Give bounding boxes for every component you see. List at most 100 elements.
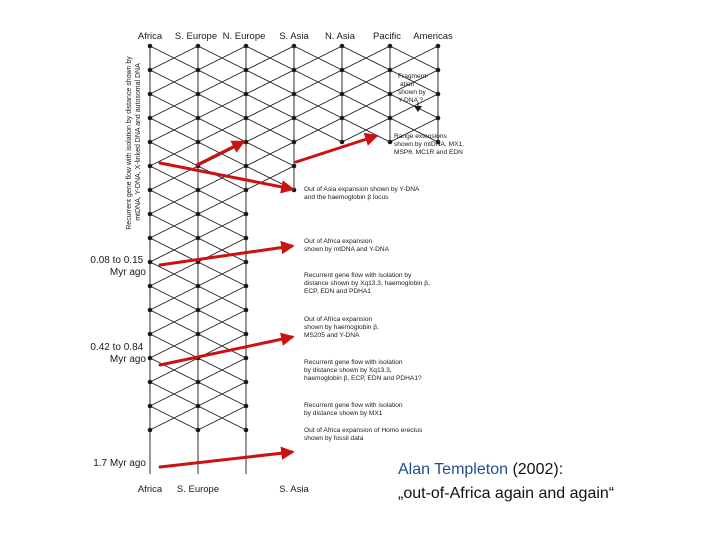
- population-node: [291, 91, 297, 97]
- population-node: [243, 43, 249, 49]
- population-node: [339, 115, 345, 121]
- arrow-out-of-asia-expansion: [158, 161, 295, 194]
- population-node: [387, 115, 393, 121]
- population-node: [339, 67, 345, 73]
- gene-flow-line: [149, 189, 199, 215]
- population-node: [243, 67, 249, 73]
- population-node: [291, 163, 297, 169]
- gene-flow-line: [197, 381, 247, 407]
- gene-flow-line: [341, 45, 391, 71]
- gene-flow-line: [149, 141, 199, 167]
- population-node: [291, 115, 297, 121]
- bottom-label-s-asia: S. Asia: [279, 484, 309, 495]
- population-label-n-europe: N. Europe: [223, 31, 266, 42]
- annotation-line: Out of Asia expansion shown by Y-DNA: [304, 186, 420, 193]
- population-node: [243, 283, 249, 289]
- gene-flow-line: [149, 93, 199, 119]
- population-node: [243, 307, 249, 313]
- time-label-line: Myr ago: [110, 354, 147, 365]
- vertical-label-line: Recurrent gene flow with isolation by di…: [126, 56, 133, 230]
- arrow-homo-erectus-expansion: [158, 446, 295, 469]
- time-labels: 0.08 to 0.15 Myr ago 0.42 to 0.84 Myr ag…: [90, 255, 146, 469]
- gene-flow-line: [293, 93, 343, 119]
- gene-flow-line: [245, 69, 295, 95]
- annotation-line: Recurrent gene flow with isolation: [304, 402, 403, 409]
- gene-flow-line: [197, 189, 247, 215]
- annotation-line: Recurrent gene flow with isolation: [304, 359, 403, 366]
- gene-flow-line: [245, 93, 295, 119]
- population-node: [243, 379, 249, 385]
- population-node: [147, 115, 153, 121]
- annotation-line: ation: [400, 81, 415, 88]
- fragmentation-pointer: [414, 102, 422, 112]
- population-node: [339, 91, 345, 97]
- population-node: [147, 307, 153, 313]
- vertical-label: Recurrent gene flow with isolation by di…: [126, 54, 142, 230]
- gene-flow-line: [197, 261, 247, 287]
- time-label-line: 0.42 to 0.84: [90, 342, 143, 353]
- annotation-line: shown by fossil data: [304, 435, 364, 442]
- population-label-pacific: Pacific: [373, 31, 401, 42]
- annotation-line: Fragment-: [398, 73, 428, 80]
- annotation-line: and the haemoglobin β locus: [304, 194, 389, 201]
- population-node: [195, 187, 201, 193]
- population-nodes: [147, 43, 441, 433]
- annotation-fragmentation: Fragment- ation shown by Y-DNA ?: [398, 73, 430, 104]
- population-node: [147, 43, 153, 49]
- gene-flow-line: [293, 69, 343, 95]
- population-node: [147, 355, 153, 361]
- population-node: [243, 211, 249, 217]
- annotation-homo-erectus: Out of Africa expansion of Homo erectus …: [304, 427, 424, 442]
- gene-flow-line: [149, 357, 199, 383]
- population-node: [291, 43, 297, 49]
- annotation-line: shown by haemoglobin β,: [304, 324, 379, 331]
- population-node: [387, 139, 393, 145]
- population-node: [195, 139, 201, 145]
- population-node: [195, 283, 201, 289]
- gene-flow-line: [197, 309, 247, 335]
- gene-flow-line: [341, 93, 391, 119]
- time-label-line: Myr ago: [110, 267, 147, 278]
- population-node: [195, 115, 201, 121]
- gene-flow-line: [149, 117, 199, 143]
- gene-flow-line: [149, 285, 199, 311]
- gene-flow-line: [245, 165, 295, 191]
- annotation-gene-flow-mx1: Recurrent gene flow with isolation by di…: [304, 402, 404, 417]
- gene-flow-line: [389, 117, 439, 143]
- citation-author[interactable]: Alan Templeton: [398, 461, 508, 478]
- population-node: [387, 91, 393, 97]
- population-node: [195, 427, 201, 433]
- arrow-range-extension-europe: [195, 140, 246, 167]
- gene-flow-line: [197, 69, 247, 95]
- annotation-line: Y-DNA ?: [398, 97, 423, 104]
- gene-flow-line: [245, 141, 295, 167]
- population-node: [339, 43, 345, 49]
- gene-flow-line: [197, 405, 247, 431]
- citation: Alan Templeton (2002): „out-of-Africa ag…: [398, 458, 614, 506]
- annotation-line: shown by mtDNA, MX1,: [394, 141, 464, 148]
- population-node: [195, 211, 201, 217]
- gene-flow-line: [197, 285, 247, 311]
- population-node: [195, 67, 201, 73]
- annotation-line: haemoglobin β, ECP, EDN and PDHA1?: [304, 375, 422, 382]
- gene-flow-line: [149, 237, 199, 263]
- population-label-n-asia: N. Asia: [325, 31, 356, 42]
- annotations: Fragment- ation shown by Y-DNA ? Range e…: [304, 73, 464, 442]
- gene-flow-line: [245, 45, 295, 71]
- arrow-out-of-africa-0-42-0-84: [158, 332, 295, 367]
- population-node: [195, 307, 201, 313]
- population-node: [387, 43, 393, 49]
- annotation-line: Out of Africa expansion of Homo erectus: [304, 427, 423, 434]
- gene-flow-line: [341, 117, 391, 143]
- population-node: [147, 139, 153, 145]
- annotation-line: shown by: [398, 89, 427, 96]
- bottom-label-africa: Africa: [138, 484, 163, 495]
- time-label-1-7: 1.7 Myr ago: [93, 458, 146, 469]
- population-node: [435, 67, 441, 73]
- arrow-range-extension-americas: [294, 132, 379, 164]
- arrow-out-of-africa-0-08-0-15: [158, 240, 295, 267]
- population-node: [147, 235, 153, 241]
- gene-flow-line: [149, 261, 199, 287]
- gene-flow-line: [149, 309, 199, 335]
- population-labels-bottom: Africa S. Europe S. Asia: [138, 484, 310, 495]
